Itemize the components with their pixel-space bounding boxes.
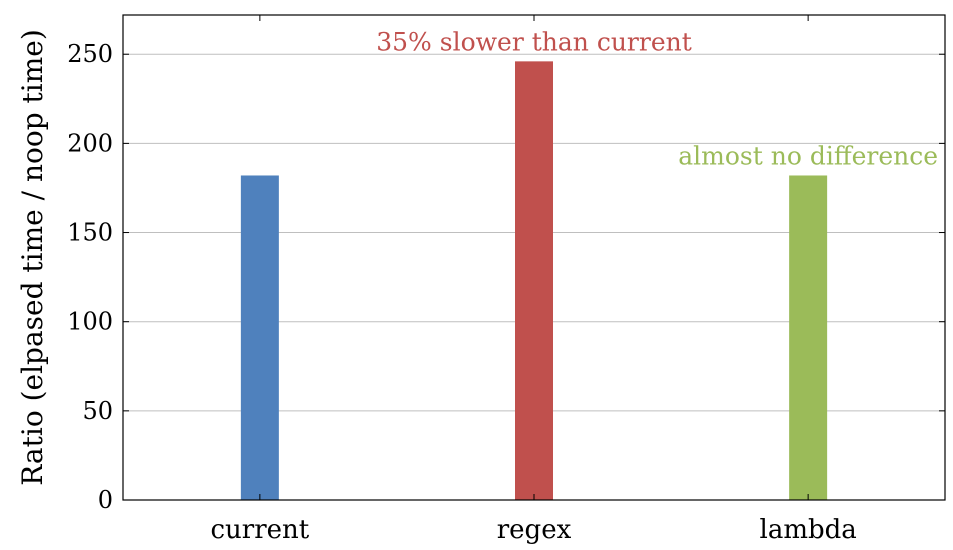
annotations: 35% slower than current almost no differe… xyxy=(376,27,938,170)
y-tick-label: 0 xyxy=(98,486,113,514)
axis-labels: 0 50 100 150 200 250 current regex lambda xyxy=(67,40,857,545)
x-tick-label-lambda: lambda xyxy=(760,515,857,545)
annotation-regex: 35% slower than current xyxy=(376,27,692,56)
y-tick-label: 50 xyxy=(82,397,113,425)
annotation-lambda: almost no difference xyxy=(678,141,938,170)
x-tick-label-regex: regex xyxy=(497,515,572,545)
bar-current xyxy=(240,175,279,500)
y-tick-label: 200 xyxy=(67,129,113,157)
axis-ticks xyxy=(123,15,945,501)
y-tick-label: 100 xyxy=(67,308,113,336)
bar-lambda xyxy=(789,175,828,500)
bars xyxy=(240,61,828,501)
y-tick-label: 250 xyxy=(67,40,113,68)
y-tick-label: 150 xyxy=(67,219,113,247)
bar-regex xyxy=(515,61,553,501)
y-axis-title: Ratio (elpased time / noop time) xyxy=(16,29,49,486)
x-tick-label-current: current xyxy=(210,515,309,545)
